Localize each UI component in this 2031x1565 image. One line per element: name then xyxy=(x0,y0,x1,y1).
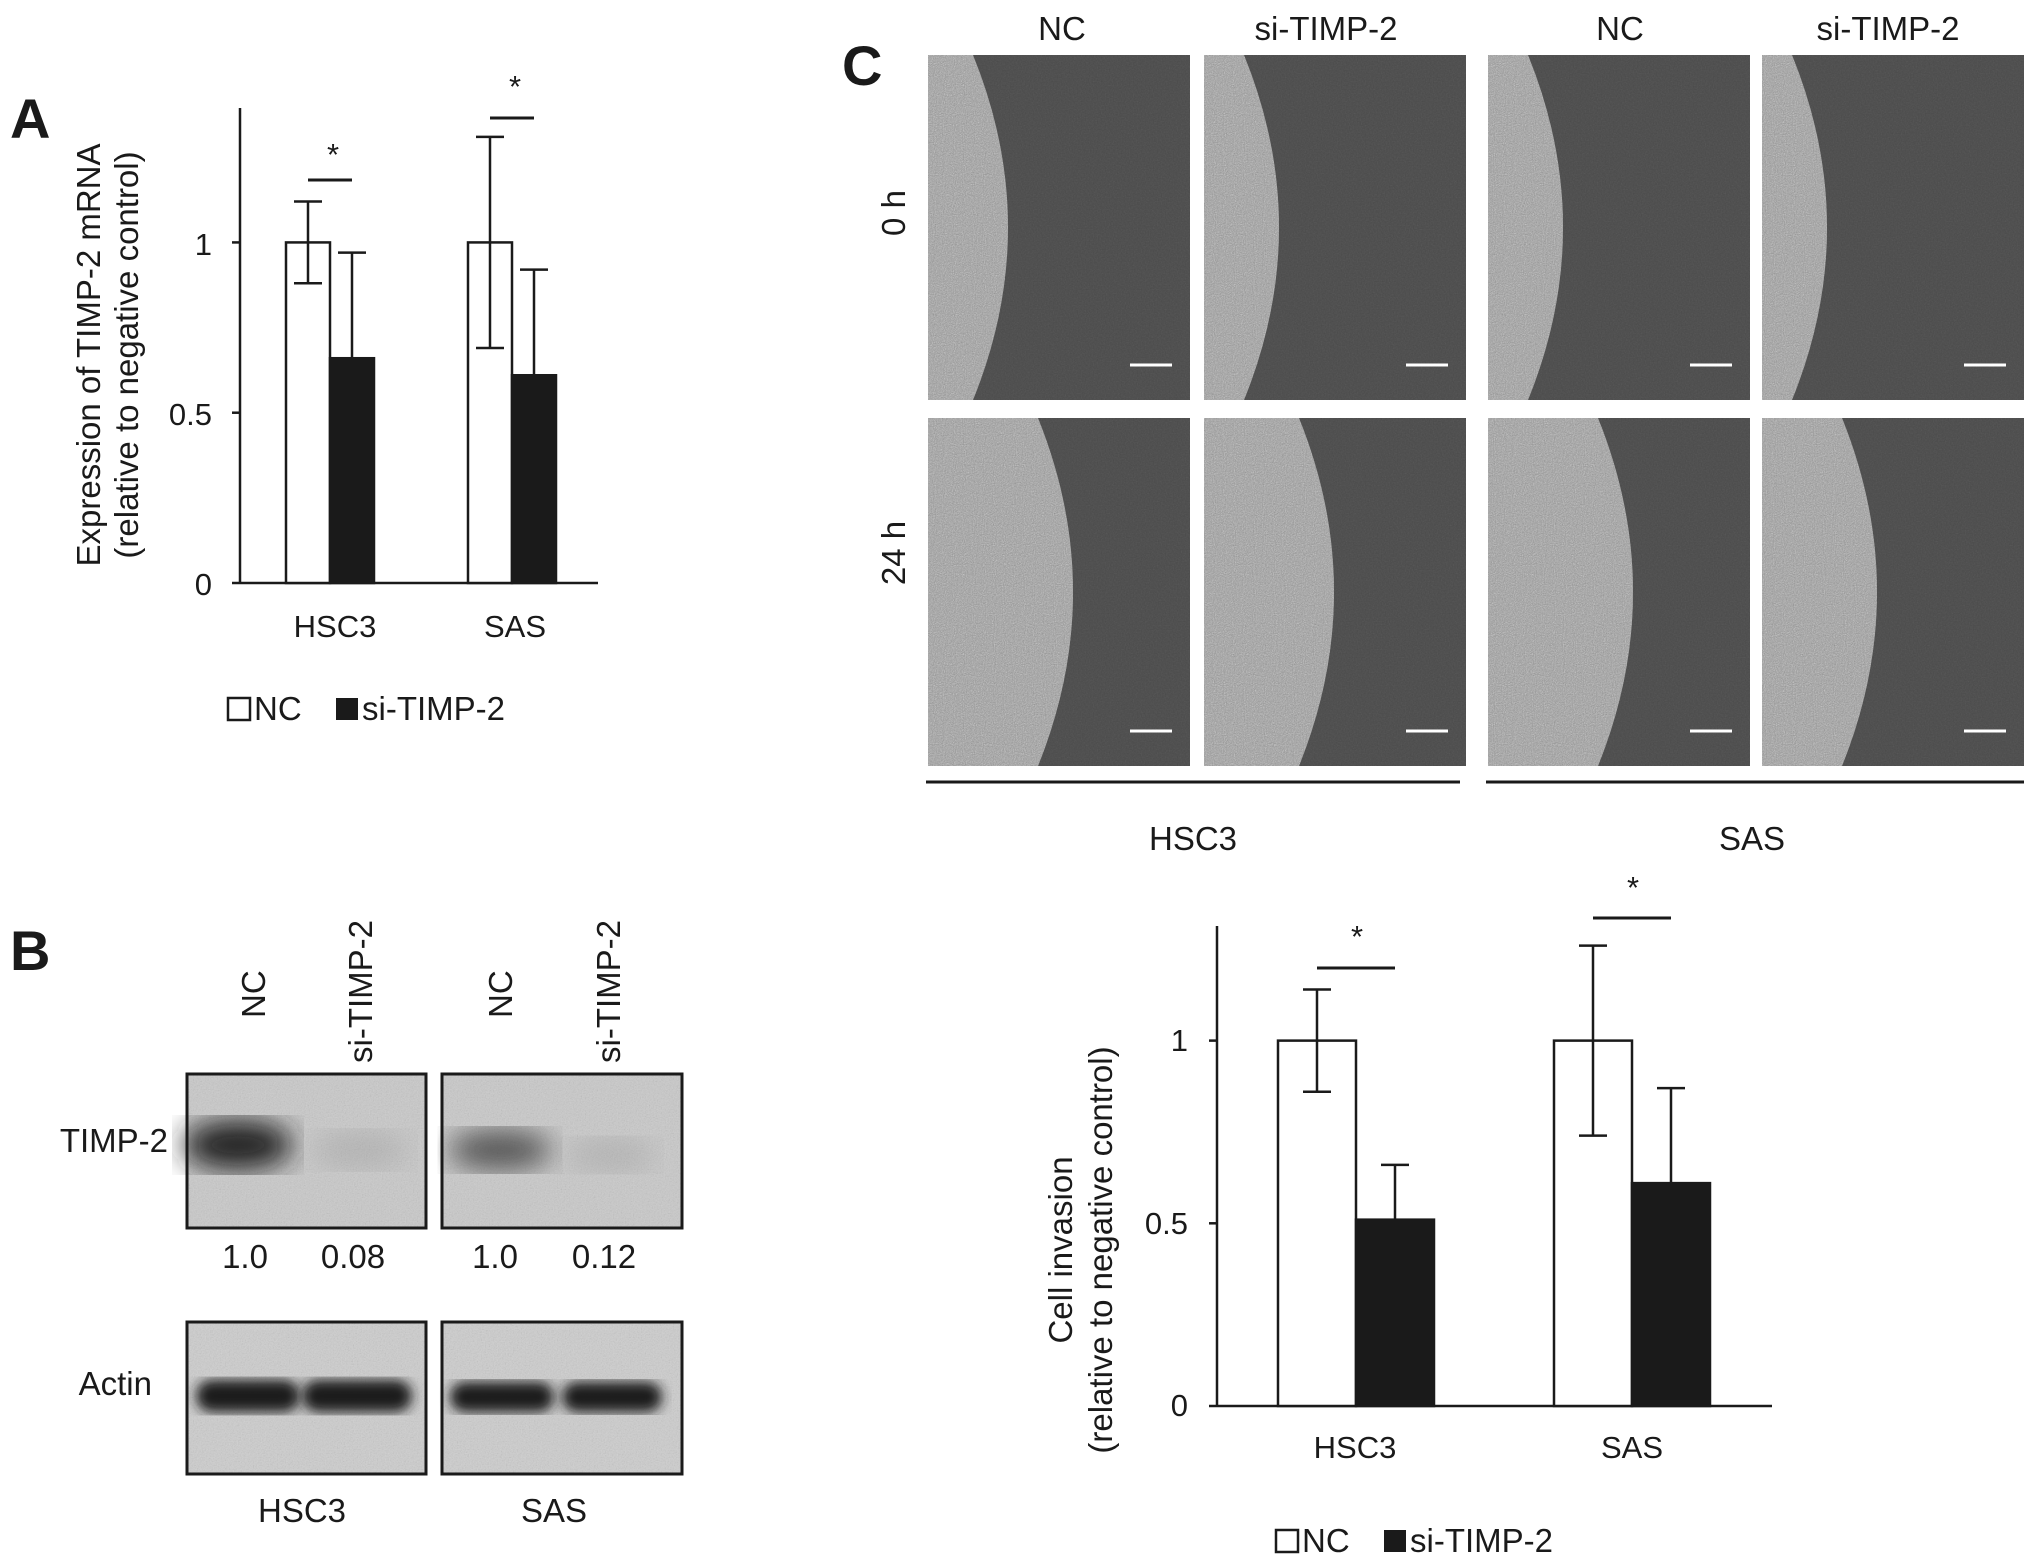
chart-c: Cell invasion (relative to negative cont… xyxy=(1042,870,1772,1559)
scratch-row-0h: 0 h xyxy=(875,190,912,236)
chart-c-bar-0-0 xyxy=(1276,1039,1358,1408)
blot-row-label-actin: Actin xyxy=(79,1365,152,1402)
scratch-col-2: si-TIMP-2 xyxy=(1255,10,1398,47)
blot-group-hsc3: HSC3 xyxy=(258,1492,346,1529)
legend-a-nc-swatch xyxy=(226,696,252,722)
scratch-tile-noise-0-1 xyxy=(1204,55,1466,400)
scratch-group-hsc3: HSC3 xyxy=(1149,820,1237,857)
blot-group-sas: SAS xyxy=(521,1492,587,1529)
blot-lane-3: NC xyxy=(482,970,519,1018)
chart-c-sig-1: * xyxy=(1351,919,1363,954)
chart-a-bar-0-0 xyxy=(284,241,332,585)
blot-timp2-sas-band-2 xyxy=(565,1139,655,1171)
legend-c-si-label: si-TIMP-2 xyxy=(1410,1522,1553,1559)
legend-c-nc-label: NC xyxy=(1302,1522,1350,1559)
blot-actin-sas-band-1 xyxy=(450,1382,554,1412)
scratch-col-4: si-TIMP-2 xyxy=(1817,10,1960,47)
blot-quant-4: 0.12 xyxy=(572,1238,636,1275)
blot-timp2-sas-band-1 xyxy=(448,1130,552,1170)
panel-label-a: A xyxy=(10,87,50,150)
chart-a-sig-1: * xyxy=(327,137,339,172)
blot-lane-2: si-TIMP-2 xyxy=(342,920,379,1063)
blot-lane-4: si-TIMP-2 xyxy=(590,920,627,1063)
chart-a-xtick-2: SAS xyxy=(484,609,546,644)
scratch-tile-noise-0-3 xyxy=(1762,55,2024,400)
western-blot: NC si-TIMP-2 NC si-TIMP-2 TIMP-2 1.0 0.0… xyxy=(60,920,684,1529)
scratch-tile-noise-1-0 xyxy=(928,418,1190,766)
scratch-tile-noise-1-3 xyxy=(1762,418,2024,766)
chart-c-sig-2: * xyxy=(1627,870,1639,905)
legend-a-si-label: si-TIMP-2 xyxy=(362,690,505,727)
scratch-tile-noise-0-0 xyxy=(928,55,1190,400)
chart-c-xtick-2: SAS xyxy=(1601,1430,1663,1465)
panel-label-b: B xyxy=(10,919,50,982)
chart-c-ytick-2: 1 xyxy=(1171,1023,1188,1058)
legend-a-si-swatch xyxy=(336,698,358,720)
legend-a-nc-label: NC xyxy=(254,690,302,727)
chart-c-ylabel-1: Cell invasion xyxy=(1042,1156,1079,1343)
panel-label-c: C xyxy=(842,34,882,97)
chart-a-ylabel-1: Expression of TIMP-2 mRNA xyxy=(70,143,107,566)
chart-a-ytick-2: 1 xyxy=(195,227,212,262)
scratch-col-1: NC xyxy=(1038,10,1086,47)
chart-a: Expression of TIMP-2 mRNA (relative to n… xyxy=(70,69,598,727)
blot-timp2-hsc3-frame xyxy=(185,1072,428,1230)
blot-quant-2: 0.08 xyxy=(321,1238,385,1275)
scratch-images: NC si-TIMP-2 NC si-TIMP-2 0 h 24 h HSC3 … xyxy=(875,10,2024,857)
blot-row-label-timp2: TIMP-2 xyxy=(60,1122,168,1159)
chart-c-ylabel-2: (relative to negative control) xyxy=(1082,1046,1119,1453)
chart-a-sig-2: * xyxy=(509,69,521,104)
legend-c-nc-swatch xyxy=(1274,1528,1300,1554)
chart-a-ylabel-2: (relative to negative control) xyxy=(108,151,145,558)
blot-timp2-hsc3-band-1 xyxy=(183,1120,293,1170)
legend-c-si-swatch xyxy=(1384,1530,1406,1552)
blot-timp2-hsc3-band-2 xyxy=(312,1132,408,1168)
blot-actin-hsc3-band-1 xyxy=(196,1380,300,1412)
blot-actin-hsc3-band-2 xyxy=(302,1380,412,1412)
chart-c-ytick-1: 0.5 xyxy=(1145,1206,1188,1241)
scratch-tile-noise-1-2 xyxy=(1488,418,1750,766)
scratch-tile-noise-0-2 xyxy=(1488,55,1750,400)
scratch-tile-noise-1-1 xyxy=(1204,418,1466,766)
chart-a-ytick-0: 0 xyxy=(195,567,212,602)
chart-c-xtick-1: HSC3 xyxy=(1314,1430,1397,1465)
blot-actin-sas-band-2 xyxy=(562,1382,662,1412)
scratch-row-24h: 24 h xyxy=(875,521,912,585)
scratch-group-sas: SAS xyxy=(1719,820,1785,857)
chart-c-ytick-0: 0 xyxy=(1171,1388,1188,1423)
scratch-col-3: NC xyxy=(1596,10,1644,47)
blot-quant-3: 1.0 xyxy=(472,1238,518,1275)
blot-lane-1: NC xyxy=(235,970,272,1018)
blot-quant-1: 1.0 xyxy=(222,1238,268,1275)
blot-timp2-sas-frame xyxy=(440,1072,684,1230)
chart-a-xtick-1: HSC3 xyxy=(294,609,377,644)
scratch-tiles xyxy=(928,55,2024,766)
blot-actin-hsc3-frame xyxy=(185,1320,428,1476)
chart-a-ytick-1: 0.5 xyxy=(169,397,212,432)
blot-actin-sas-frame xyxy=(440,1320,684,1476)
